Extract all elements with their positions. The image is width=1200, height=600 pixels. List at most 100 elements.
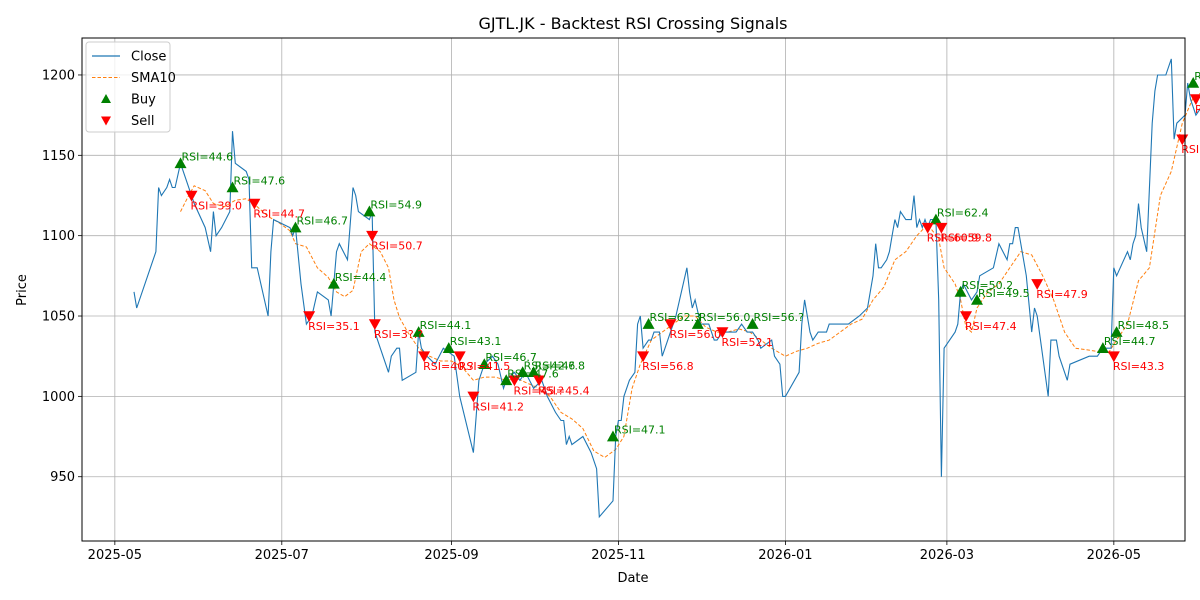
sell-rsi-label: RSI=58.5	[1181, 143, 1200, 156]
sell-marker	[366, 230, 379, 242]
sell-rsi-label: RSI=43.3	[1113, 360, 1165, 373]
buy-rsi-label: RSI=44.7	[1104, 335, 1156, 348]
buy-rsi-label: RSI=44.4	[335, 271, 387, 284]
buy-rsi-label: RSI=48.5	[1118, 319, 1170, 332]
buy-rsi-label: RSI=47.1	[614, 424, 666, 437]
x-tick-label: 2025-11	[591, 548, 645, 563]
sell-rsi-label: RSI=52.1	[721, 336, 773, 349]
buy-marker	[289, 221, 302, 233]
rsi-annotations: RSI=44.6RSI=47.6RSI=46.7RSI=44.4RSI=54.9…	[182, 70, 1200, 437]
buy-rsi-label: RSI=54.9	[370, 199, 422, 212]
buy-marker	[1110, 326, 1123, 337]
buy-rsi-label: RSI=46.7	[485, 351, 537, 364]
sell-rsi-label: RSI=60.9	[927, 232, 979, 245]
buy-rsi-label: RSI=44.6	[182, 150, 234, 163]
sell-rsi-label: RSI=40.?	[423, 360, 474, 373]
buy-marker	[327, 277, 340, 289]
x-tick-label: 2025-09	[424, 548, 478, 563]
y-tick-label: 1050	[42, 310, 75, 325]
buy-rsi-label: RSI=43.1	[450, 335, 502, 348]
buy-rsi-label: RSI=49.5	[978, 287, 1030, 300]
sell-marker	[637, 351, 650, 363]
legend-sell-swatch	[101, 116, 111, 126]
plot-area-frame	[81, 37, 1186, 542]
sell-rsi-label: RSI=47.9	[1036, 288, 1088, 301]
y-tick-label: 1000	[42, 390, 75, 405]
buy-marker	[642, 318, 655, 329]
y-tick-label: 1100	[42, 229, 75, 244]
y-axis-ticks: 950 1000 1050 1100 1150 1200	[42, 68, 82, 485]
buy-marker	[691, 318, 704, 329]
buy-rsi-label: RSI=56.0	[699, 311, 751, 324]
sell-marker	[1107, 351, 1120, 363]
sell-marker	[303, 311, 316, 323]
sell-rsi-label: RSI=61.9	[1195, 103, 1200, 116]
sell-rsi-label: RSI=47.4	[965, 320, 1017, 333]
buy-rsi-label: RSI=62.4	[937, 207, 989, 220]
buy-rsi-label: RSI=56.?	[754, 311, 805, 324]
x-tick-label: 2026-05	[1087, 548, 1141, 563]
sell-marker	[664, 319, 677, 331]
legend-label: SMA10	[131, 71, 176, 86]
sell-rsi-label: RSI=45.4	[538, 384, 590, 397]
sell-rsi-label: RSI=59.8	[940, 232, 992, 245]
x-tick-label: 2026-03	[920, 548, 974, 563]
legend-label: Close	[131, 50, 166, 65]
buy-marker	[970, 293, 983, 305]
y-axis-label: Price	[15, 274, 30, 306]
buy-rsi-label: RSI=47.6	[507, 367, 559, 380]
x-axis-ticks: 2025-05 2025-07 2025-09 2025-11 2026-01 2026-…	[88, 541, 1141, 563]
buy-rsi-label: RSI=65.0	[1194, 70, 1200, 83]
buy-marker	[746, 318, 759, 329]
signal-markers	[174, 76, 1200, 442]
sell-rsi-label: RSI=41.5	[459, 360, 511, 373]
sell-rsi-label: RSI=39.0	[190, 199, 242, 212]
buy-marker	[478, 358, 491, 370]
sell-rsi-label: RSI=35.1	[308, 320, 360, 333]
sell-marker	[533, 375, 546, 387]
buy-rsi-label: RSI=47.6	[234, 174, 286, 187]
buy-marker	[929, 213, 942, 225]
sell-marker	[716, 327, 729, 339]
sell-marker	[935, 222, 948, 234]
buy-marker	[954, 285, 967, 297]
legend-box	[85, 41, 171, 133]
sell-marker	[368, 319, 381, 331]
sell-rsi-label: RSI=3?.?	[374, 328, 423, 341]
x-tick-label: 2025-05	[88, 548, 142, 563]
legend-label: Buy	[131, 93, 156, 108]
legend: Close SMA10 Buy Sell	[85, 41, 176, 133]
buy-rsi-label: RSI=46.7	[296, 215, 348, 228]
buy-marker	[606, 430, 619, 442]
buy-marker	[412, 326, 425, 337]
sell-marker	[453, 351, 466, 363]
buy-marker	[174, 157, 187, 169]
sell-marker	[960, 311, 973, 323]
sell-rsi-label: RSI=45.?	[513, 384, 564, 397]
sell-marker	[248, 198, 261, 210]
buy-rsi-label: RSI=4?.8	[535, 359, 585, 372]
chart-title: GJTL.JK - Backtest RSI Crossing Signals	[479, 14, 788, 33]
legend-label: Sell	[131, 114, 154, 129]
x-axis-label: Date	[617, 571, 648, 586]
sell-marker	[921, 222, 934, 234]
buy-marker	[226, 181, 239, 193]
buy-rsi-label: RSI=42.6	[524, 359, 576, 372]
buy-marker	[442, 342, 455, 353]
sell-marker	[418, 351, 431, 363]
buy-rsi-label: RSI=44.1	[420, 319, 472, 332]
buy-marker	[1187, 76, 1200, 88]
y-tick-label: 1150	[42, 149, 75, 164]
sell-rsi-label: RSI=50.7	[371, 240, 423, 253]
x-tick-label: 2025-07	[255, 548, 309, 563]
sell-marker	[185, 190, 198, 202]
sell-rsi-label: RSI=56.0	[669, 328, 721, 341]
sell-marker	[467, 391, 480, 403]
buy-marker	[500, 374, 513, 386]
close-series	[133, 58, 1200, 519]
buy-marker	[363, 205, 376, 217]
y-tick-label: 1200	[42, 68, 75, 83]
sell-rsi-label: RSI=56.8	[642, 360, 694, 373]
